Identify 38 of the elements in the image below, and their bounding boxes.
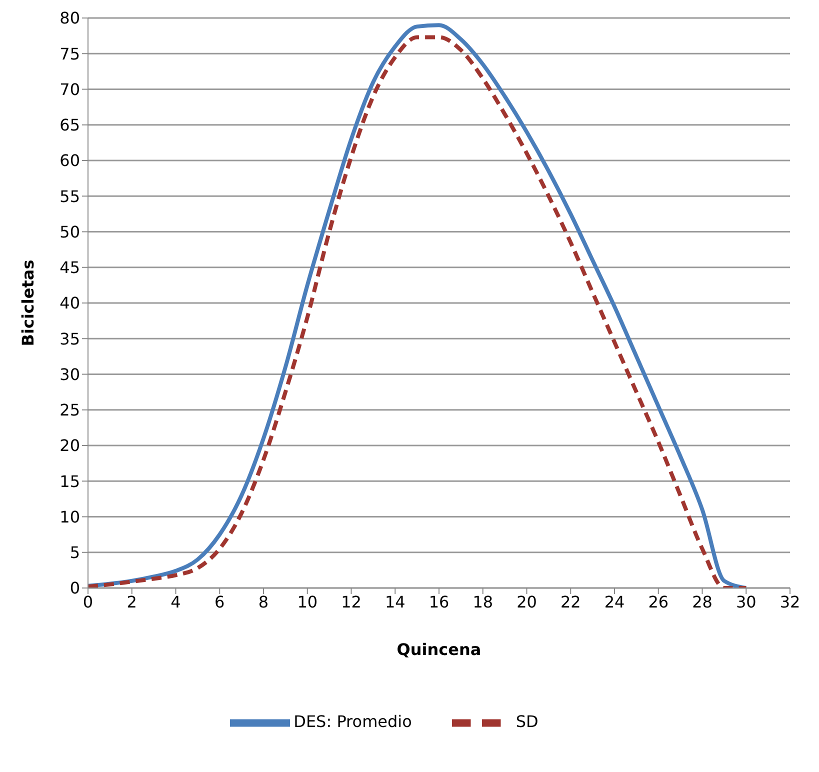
x-tick-label: 16 bbox=[428, 592, 450, 612]
y-tick-label: 40 bbox=[60, 294, 80, 313]
x-tick-label: 30 bbox=[736, 592, 756, 612]
y-tick-label: 35 bbox=[60, 329, 80, 348]
x-tick-label: 4 bbox=[170, 592, 181, 612]
y-tick-label: 25 bbox=[60, 400, 80, 420]
y-tick-label: 10 bbox=[60, 507, 80, 526]
y-axis-title: Bicicletas bbox=[18, 260, 38, 346]
x-tick-label: 14 bbox=[384, 592, 406, 612]
y-tick-label: 50 bbox=[60, 222, 80, 242]
x-tick-label: 24 bbox=[604, 592, 625, 612]
x-tick-label: 32 bbox=[780, 592, 800, 612]
y-tick-label: 20 bbox=[60, 436, 80, 456]
x-tick-label: 22 bbox=[560, 592, 581, 612]
x-tick-label: 18 bbox=[472, 592, 494, 612]
y-tick-label: 0 bbox=[70, 578, 80, 598]
x-axis-title: Quincena bbox=[396, 640, 482, 659]
legend-label: DES: Promedio bbox=[294, 712, 412, 732]
x-tick-label: 2 bbox=[126, 592, 137, 612]
y-tick-label: 75 bbox=[60, 44, 80, 64]
y-tick-label: 80 bbox=[60, 8, 80, 28]
x-tick-label: 28 bbox=[692, 592, 712, 612]
y-tick-label: 70 bbox=[60, 80, 80, 99]
x-tick-label: 20 bbox=[516, 592, 537, 612]
y-tick-label: 60 bbox=[60, 151, 80, 170]
y-tick-label: 5 bbox=[70, 543, 80, 562]
x-tick-label: 8 bbox=[258, 592, 269, 612]
y-tick-label: 65 bbox=[60, 116, 80, 135]
x-tick-label: 12 bbox=[341, 592, 362, 612]
legend-label: SD bbox=[516, 712, 538, 732]
y-tick-label: 30 bbox=[60, 364, 80, 384]
x-tick-label: 0 bbox=[82, 592, 94, 612]
y-tick-label: 55 bbox=[60, 186, 80, 206]
y-tick-label: 45 bbox=[60, 258, 80, 278]
x-tick-label: 6 bbox=[214, 592, 225, 612]
x-tick-label: 26 bbox=[648, 592, 669, 612]
x-tick-label: 10 bbox=[297, 592, 318, 612]
y-tick-label: 15 bbox=[60, 472, 80, 491]
